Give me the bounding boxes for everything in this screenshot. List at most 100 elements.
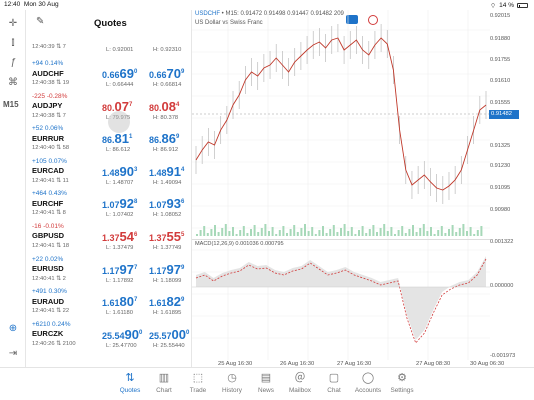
indicator-icon[interactable]: ƒ: [10, 57, 16, 68]
quote-change: -16 -0.01%: [32, 222, 64, 230]
search-icon[interactable]: ⊕: [8, 323, 18, 334]
tab-chart[interactable]: ▥ Chart: [147, 372, 181, 394]
volume-bar: [390, 227, 393, 236]
tab-quotes[interactable]: ⇅ Quotes: [113, 372, 147, 394]
objects-icon[interactable]: ⌘: [8, 77, 18, 88]
quote-time: 12:40:41 ⇅ 2: [32, 275, 66, 282]
timeframe-button[interactable]: M15: [3, 100, 19, 109]
volume-bar: [480, 226, 483, 236]
tab-history[interactable]: ◷ History: [215, 372, 249, 394]
quote-row[interactable]: +491 0.30% EURAUD 12:40:41 ⇅ 22 1.61807 1.61…: [26, 287, 191, 320]
quote-bid: 1.17977: [102, 261, 138, 277]
volume-bar: [394, 234, 396, 236]
quote-time: 12:40:41 ⇅ 18: [32, 242, 70, 249]
volume-bar: [415, 232, 418, 236]
tool-rail: ✛ ⫾ ƒ ⌘ M15 ⊕ ⇥: [0, 10, 26, 367]
volume-bar: [329, 229, 332, 236]
quote-row[interactable]: +94 0.14% AUDCHF 12:40:38 ⇅ 19 0.66690 0.667…: [26, 59, 191, 92]
settings-icon: ⚙: [397, 372, 407, 384]
price-axis-label: 0.91610: [490, 78, 511, 84]
chart-description: US Dollar vs Swiss Franc: [195, 20, 263, 26]
chart-ohlc: • M15: 0.91472 0.91498 0.91447 0.91482 2…: [221, 11, 344, 17]
quote-bid: 1.48903: [102, 163, 138, 179]
quote-row[interactable]: 12:40:39 ⇅ 7 L: 0.92001 H: 0.92310: [26, 36, 191, 59]
status-time: 12:40: [4, 1, 21, 8]
volume-bar: [347, 231, 350, 236]
price-axis-label: 0.91230: [490, 163, 511, 169]
tab-settings[interactable]: ⚙ Settings: [385, 372, 419, 394]
exit-icon[interactable]: ⇥: [8, 348, 18, 359]
volume-bar: [343, 224, 346, 236]
tab-mailbox[interactable]: ＠ Mailbox: [283, 372, 317, 394]
quote-bid: 0.66690: [102, 66, 138, 81]
volume-bar: [365, 233, 368, 236]
tab-trade[interactable]: ⬚ Trade: [181, 372, 215, 394]
indicator-divider: [192, 239, 490, 240]
quote-high: H: 86.912: [153, 147, 179, 154]
quote-symbol: GBPUSD: [32, 231, 65, 241]
quote-ask: 1.48914: [149, 163, 185, 179]
bottom-tab-bar: ⇅ Quotes ▥ Chart ⬚ Trade ◷ History ▤ News ＠ Mailbox…: [0, 367, 534, 400]
volume-bar: [419, 228, 422, 236]
volume-bar: [246, 233, 249, 236]
volume-bar: [214, 225, 216, 236]
price-axis-label: 0.91555: [490, 100, 511, 106]
tab-accounts[interactable]: ◯ Accounts: [351, 372, 385, 394]
volume-bar: [455, 232, 458, 236]
quote-low: L: 1.37479: [106, 244, 134, 251]
volume-bar: [253, 225, 256, 236]
tab-label: History: [222, 387, 242, 394]
quote-high: H: 80.378: [153, 114, 179, 121]
chart-icon: ▥: [158, 372, 170, 384]
quotes-title: Quotes: [94, 18, 127, 29]
volume-bar: [232, 227, 234, 236]
edit-icon[interactable]: ✎: [36, 16, 45, 27]
crosshair-icon[interactable]: ✛: [8, 18, 18, 29]
price-axis-label: 0.90980: [490, 207, 511, 213]
quote-row[interactable]: +464 0.43% EURCHF 12:40:41 ⇅ 8 1.07928 1.079…: [26, 189, 191, 222]
volume-bar: [296, 232, 299, 236]
volume-bar: [444, 233, 447, 236]
chart-symbol-line: USDCHF • M15: 0.91472 0.91498 0.91447 0.…: [195, 11, 344, 17]
arrows-icon: ⇅: [125, 372, 135, 384]
quote-bid: 1.61807: [102, 294, 138, 310]
tab-news[interactable]: ▤ News: [249, 372, 283, 394]
volume-bar: [462, 224, 465, 236]
tab-label: Quotes: [119, 387, 141, 394]
quote-time: 12:40:41 ⇅ 8: [32, 210, 66, 217]
volume-bar: [336, 232, 339, 236]
quote-row[interactable]: +22 0.02% EURUSD 12:40:41 ⇅ 2 1.17977 1.1797…: [26, 255, 191, 288]
quote-row[interactable]: +105 0.07% EURCAD 12:40:41 ⇅ 11 1.48903 1.48…: [26, 157, 191, 190]
candlestick-icon[interactable]: ⫾: [11, 37, 15, 48]
quotes-header: ✎ Quotes: [26, 10, 191, 36]
quote-high: H: 1.49094: [153, 179, 182, 186]
status-bar: 12:40 Mon 30 Aug ⌔ 14 %: [0, 0, 534, 10]
volume-bar: [466, 231, 468, 236]
quote-row[interactable]: +6210 0.24% EURCZK 12:40:26 ⇅ 2100 25.54900…: [26, 320, 191, 353]
chat-icon: ▢: [328, 372, 340, 384]
quote-time: 12:40:26 ⇅ 2100: [32, 340, 76, 347]
quote-row[interactable]: -16 -0.01% GBPUSD 12:40:41 ⇅ 18 1.37546 1.37…: [26, 222, 191, 255]
chart-symbol: USDCHF: [195, 11, 220, 17]
quote-symbol: EURAUD: [32, 296, 65, 306]
macd-axis-label: -0.001973: [490, 353, 516, 359]
wifi-icon: ⌔: [490, 3, 497, 10]
volume-bar: [224, 224, 227, 236]
quote-change: +94 0.14%: [32, 60, 64, 67]
quote-high: H: 0.66814: [153, 82, 182, 88]
macd-axis-label: 0.001322: [490, 239, 514, 245]
time-axis-label: 26 Aug 16:30: [280, 361, 315, 367]
quote-row[interactable]: -225 -0.28% AUDJPY 12:40:38 ⇅ 7 80.077 80.08…: [26, 92, 191, 125]
one-click-buy-icon[interactable]: [346, 15, 358, 24]
quote-bid: 86.811: [102, 131, 133, 147]
quote-row[interactable]: +52 0.06% EURRUR 12:40:40 ⇅ 58 86.811 86.869…: [26, 124, 191, 157]
tab-label: Chat: [327, 387, 341, 394]
one-click-sell-icon[interactable]: [368, 15, 378, 25]
volume-bar: [311, 227, 314, 236]
time-axis-label: 25 Aug 16:30: [218, 361, 253, 367]
chart-area[interactable]: USDCHF • M15: 0.91472 0.91498 0.91447 0.…: [192, 10, 534, 367]
price-axis-label: 0.91755: [490, 57, 511, 63]
volume-bar: [448, 229, 450, 236]
tab-chat[interactable]: ▢ Chat: [317, 372, 351, 394]
quote-low: L: 0.66444: [106, 82, 134, 88]
